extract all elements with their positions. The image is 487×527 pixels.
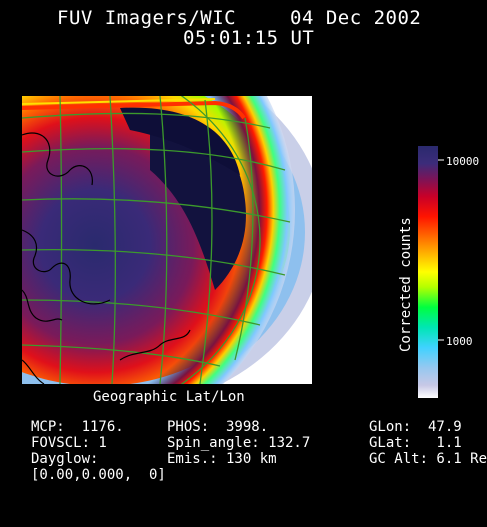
phos-readout: PHOS: 3998. bbox=[167, 419, 269, 435]
gc-altitude-readout: GC Alt: 6.1 Re bbox=[369, 451, 487, 467]
colorbar bbox=[418, 146, 444, 398]
colorbar-tick-10000: 10000 bbox=[446, 155, 480, 168]
glat-readout: GLat: 1.1 bbox=[369, 435, 462, 451]
instrument-title: FUV Imagers/WIC bbox=[57, 7, 237, 29]
fovscl-readout: FOVSCL: 1 bbox=[31, 435, 107, 451]
date-label: 04 Dec 2002 bbox=[290, 7, 422, 29]
emission-height-readout: Emis.: 130 km bbox=[167, 451, 277, 467]
mcp-readout: MCP: 1176. bbox=[31, 419, 124, 435]
colorbar-tick-1000: 1000 bbox=[446, 335, 473, 348]
glon-readout: GLon: 47.9 bbox=[369, 419, 462, 435]
map-caption: Geographic Lat/Lon bbox=[93, 389, 245, 405]
spin-angle-readout: Spin_angle: 132.7 bbox=[167, 435, 311, 451]
time-label: 05:01:15 UT bbox=[183, 27, 315, 49]
dayglow-values: [0.00,0.000, 0] bbox=[31, 467, 166, 483]
colorbar-label: Corrected counts bbox=[398, 217, 414, 352]
dayglow-readout: Dayglow: bbox=[31, 451, 99, 467]
colorbar-gradient bbox=[418, 146, 438, 398]
